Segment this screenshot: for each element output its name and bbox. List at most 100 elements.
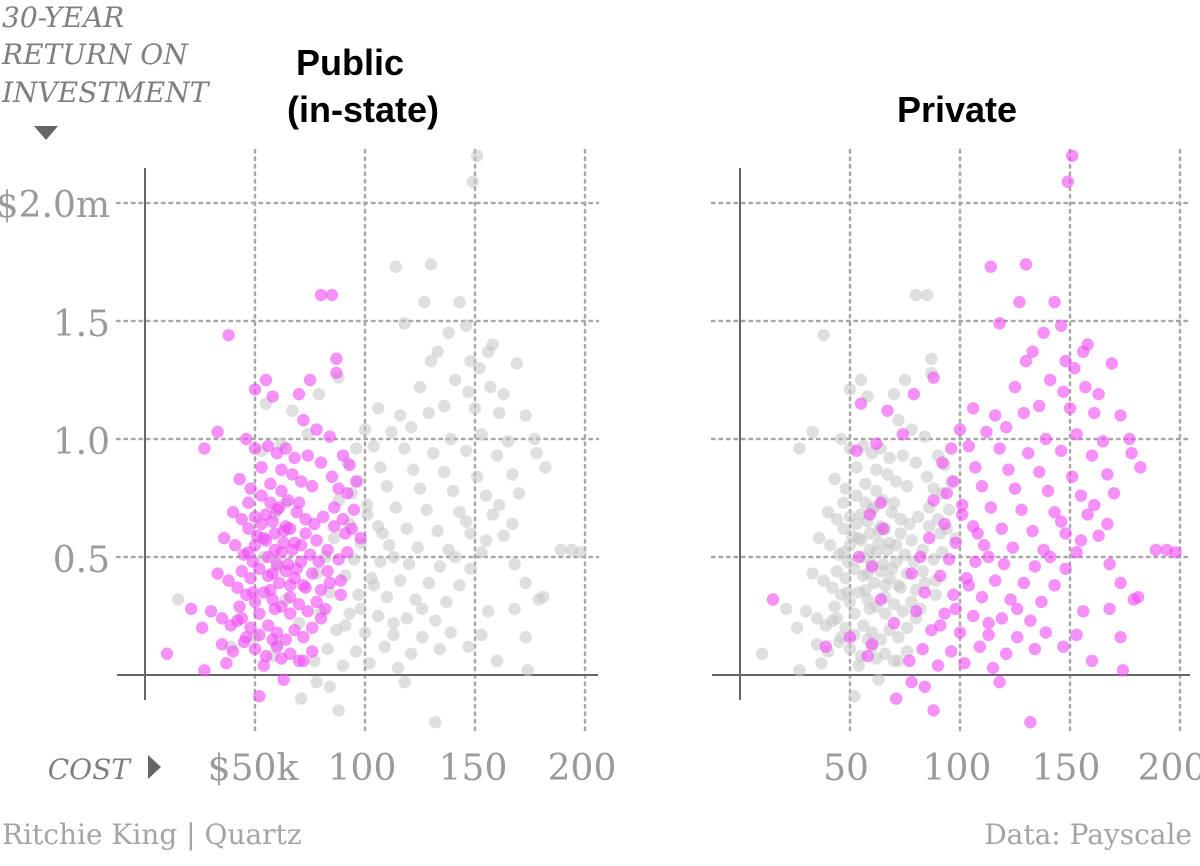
- data-point-private: [438, 399, 451, 413]
- data-point-private: [312, 387, 325, 401]
- data-point-private: [993, 317, 1006, 330]
- data-point-private: [1059, 527, 1072, 540]
- data-point-public: [204, 605, 218, 618]
- data-point-private: [387, 550, 400, 564]
- data-point-private: [1114, 576, 1127, 590]
- data-point-private: [1044, 373, 1057, 387]
- data-point-private: [372, 609, 385, 623]
- data-point-private: [1101, 517, 1114, 531]
- data-point-private: [984, 260, 997, 273]
- data-point-private: [953, 423, 967, 436]
- x-axis-title: COST: [48, 753, 161, 786]
- right-arrow-icon: [148, 755, 161, 779]
- data-point-private: [1008, 380, 1022, 394]
- data-point-private: [903, 654, 916, 668]
- data-point-private: [861, 649, 874, 663]
- data-point-public: [927, 553, 940, 566]
- data-point-private: [352, 588, 365, 601]
- data-point-public: [292, 387, 306, 401]
- y-axis-title-line-1: 30-YEAR: [2, 1, 124, 34]
- data-point-private: [918, 680, 931, 693]
- data-point-private: [766, 593, 780, 606]
- data-point-public: [248, 642, 262, 656]
- data-point-private: [962, 439, 975, 453]
- data-point-public: [275, 484, 288, 498]
- data-point-public: [835, 432, 848, 446]
- x-tick-label-private-200: 200: [1138, 748, 1200, 789]
- data-point-private: [887, 616, 901, 630]
- data-point-private: [1092, 387, 1105, 401]
- x-tick-label-public-200: 200: [548, 748, 617, 789]
- data-point-public: [268, 602, 281, 616]
- data-point-private: [865, 638, 879, 651]
- data-point-public: [222, 574, 235, 587]
- data-point-public: [850, 461, 863, 474]
- data-point-private: [398, 317, 411, 330]
- data-point-private: [1134, 461, 1147, 474]
- data-point-private: [398, 675, 411, 689]
- data-point-public: [257, 531, 270, 545]
- data-point-private: [1039, 432, 1053, 446]
- data-point-public: [306, 480, 319, 493]
- data-point-public: [264, 583, 277, 597]
- data-point-public: [841, 586, 854, 599]
- data-point-public: [279, 442, 292, 455]
- data-point-private: [286, 404, 299, 417]
- data-point-public: [215, 612, 229, 625]
- data-point-public: [275, 463, 288, 476]
- data-point-private: [385, 425, 398, 439]
- data-point-public: [861, 593, 874, 606]
- data-point-public: [253, 628, 266, 642]
- data-point-public: [218, 531, 231, 545]
- data-point-private: [936, 456, 949, 469]
- data-point-private: [471, 149, 484, 162]
- data-point-private: [942, 553, 956, 566]
- data-point-public: [297, 413, 310, 427]
- data-point-private: [532, 593, 545, 606]
- data-point-public: [852, 531, 865, 545]
- data-point-private: [418, 295, 431, 309]
- data-point-private: [367, 579, 380, 592]
- data-point-public: [859, 477, 872, 491]
- data-point-private: [440, 595, 453, 609]
- data-point-public: [244, 572, 257, 585]
- data-point-public: [284, 579, 297, 592]
- data-point-public: [848, 690, 861, 703]
- data-point-private: [1105, 357, 1119, 370]
- data-point-public: [240, 631, 253, 644]
- x-tick-labels-public: $50k 100 150 200: [208, 748, 617, 789]
- data-point-private: [1057, 385, 1070, 398]
- data-point-private: [471, 470, 484, 483]
- data-point-private: [378, 640, 391, 653]
- data-point-public: [863, 602, 876, 616]
- data-point-private: [453, 295, 466, 309]
- data-point-private: [508, 602, 521, 616]
- data-point-private: [1070, 428, 1083, 441]
- data-point-private: [400, 522, 413, 535]
- data-point-public: [231, 581, 244, 594]
- data-point-public: [859, 583, 872, 597]
- data-point-private: [400, 612, 413, 625]
- data-point-private: [464, 354, 477, 368]
- data-point-public: [275, 652, 288, 665]
- data-point-private: [997, 557, 1011, 571]
- data-point-public: [347, 503, 361, 516]
- data-point-public: [325, 288, 339, 302]
- data-point-private: [466, 175, 479, 188]
- data-point-public: [334, 574, 347, 587]
- data-point-private: [958, 657, 971, 670]
- data-point-public: [242, 496, 255, 509]
- data-point-private: [295, 692, 308, 705]
- data-point-public: [925, 352, 938, 365]
- data-point-private: [420, 503, 433, 516]
- data-point-private: [402, 557, 416, 571]
- data-point-private: [986, 661, 1000, 675]
- data-point-public: [262, 619, 275, 632]
- data-point-private: [446, 484, 460, 498]
- data-point-public: [791, 621, 804, 634]
- data-point-private: [1063, 402, 1077, 415]
- data-point-public: [330, 366, 343, 380]
- data-point-private: [967, 402, 980, 415]
- data-point-private: [453, 505, 466, 519]
- data-point-private: [1006, 541, 1019, 554]
